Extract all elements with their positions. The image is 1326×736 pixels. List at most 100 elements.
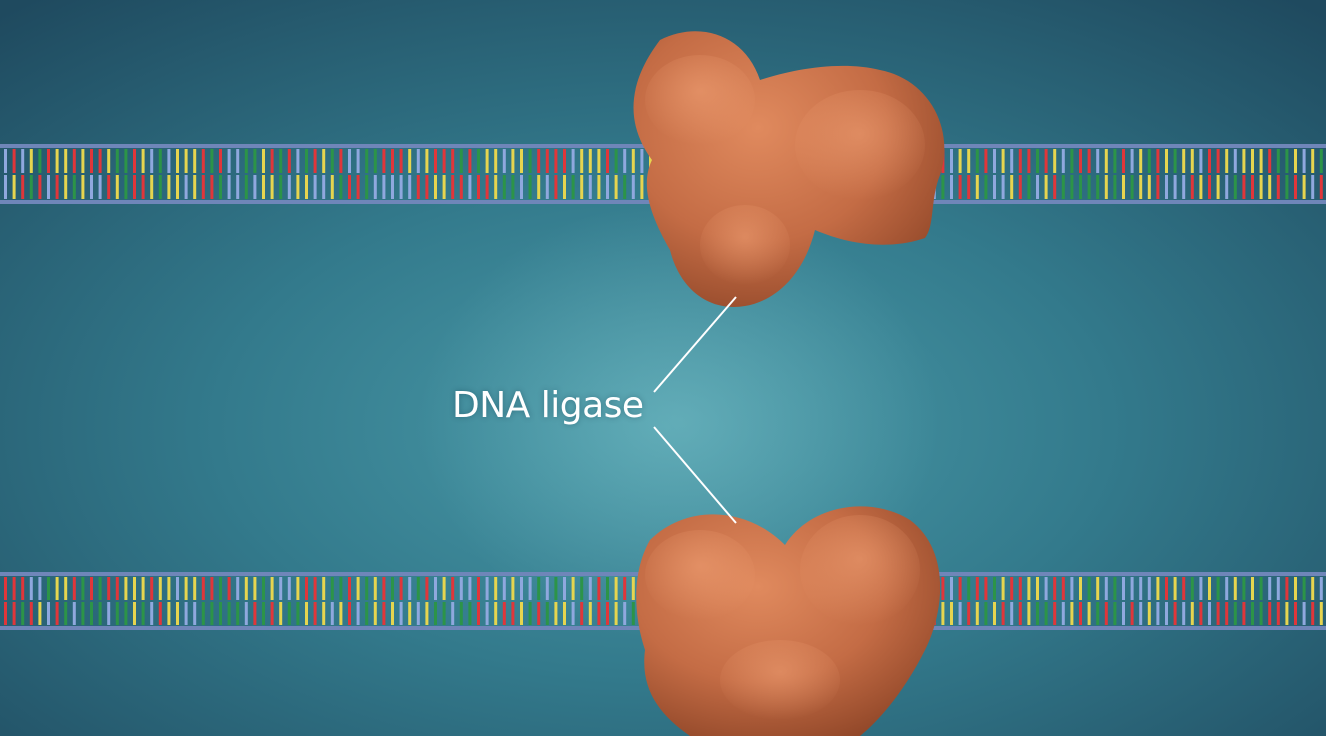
- base-upper: [1079, 149, 1082, 173]
- base-upper: [1319, 149, 1323, 173]
- base-upper: [47, 149, 50, 173]
- base-upper: [1096, 149, 1100, 173]
- base-upper: [12, 149, 16, 173]
- base-lower: [365, 175, 369, 199]
- base-upper: [606, 149, 609, 173]
- base-lower: [571, 175, 575, 199]
- base-lower: [554, 602, 558, 625]
- base-lower: [1199, 602, 1203, 625]
- base-upper: [141, 149, 145, 173]
- base-lower: [253, 175, 257, 199]
- base-lower: [1001, 602, 1005, 625]
- base-lower: [236, 602, 240, 625]
- base-lower: [1294, 602, 1297, 625]
- base-lower: [545, 175, 549, 199]
- base-upper: [98, 149, 102, 173]
- base-lower: [38, 175, 42, 199]
- base-upper: [1147, 577, 1151, 600]
- base-upper: [597, 149, 601, 173]
- base-lower: [399, 602, 403, 625]
- base-lower: [47, 602, 50, 625]
- base-upper: [1190, 149, 1194, 173]
- base-lower: [322, 175, 326, 199]
- base-upper: [1302, 577, 1306, 600]
- base-upper: [1027, 149, 1031, 173]
- base-lower: [244, 175, 248, 199]
- base-upper: [459, 577, 463, 600]
- base-upper: [1233, 149, 1237, 173]
- base-upper: [72, 149, 76, 173]
- base-upper: [167, 577, 171, 600]
- base-lower: [1302, 175, 1306, 199]
- base-lower: [1208, 602, 1211, 625]
- dna-ligase-top-highlight-2: [795, 90, 925, 200]
- base-upper: [975, 149, 979, 173]
- base-upper: [124, 149, 128, 173]
- base-upper: [502, 149, 506, 173]
- base-upper: [571, 149, 575, 173]
- base-lower: [563, 602, 566, 625]
- base-lower: [1302, 602, 1306, 625]
- base-lower: [993, 602, 996, 625]
- base-lower: [90, 602, 93, 625]
- base-upper: [348, 577, 351, 600]
- base-lower: [1070, 175, 1074, 199]
- base-lower: [537, 602, 541, 625]
- dna-ligase-top-highlight-1: [645, 55, 755, 145]
- base-upper: [468, 149, 472, 173]
- base-upper: [1061, 149, 1065, 173]
- base-lower: [115, 175, 119, 199]
- base-upper: [107, 149, 111, 173]
- base-lower: [606, 602, 609, 625]
- base-upper: [90, 149, 93, 173]
- base-lower: [1259, 602, 1263, 625]
- base-upper: [477, 577, 480, 600]
- base-lower: [1087, 602, 1091, 625]
- base-upper: [1182, 577, 1186, 600]
- base-lower: [356, 175, 360, 199]
- base-lower: [623, 602, 627, 625]
- base-upper: [158, 149, 162, 173]
- base-upper: [253, 577, 257, 600]
- base-lower: [1276, 175, 1280, 199]
- base-lower: [184, 602, 188, 625]
- base-upper: [365, 149, 369, 173]
- base-lower: [270, 602, 274, 625]
- base-lower: [227, 175, 231, 199]
- base-upper: [193, 149, 197, 173]
- base-lower: [1096, 175, 1100, 199]
- base-upper: [348, 149, 351, 173]
- dna-ligase-bottom-highlight-2: [800, 515, 920, 625]
- base-lower: [1242, 602, 1246, 625]
- base-upper: [451, 577, 455, 600]
- base-upper: [322, 577, 326, 600]
- base-lower: [81, 175, 85, 199]
- base-upper: [227, 149, 231, 173]
- base-upper: [1285, 577, 1289, 600]
- dna-ligase-label: DNA ligase: [452, 385, 644, 426]
- base-lower: [279, 175, 283, 199]
- base-upper: [1001, 577, 1005, 600]
- base-lower: [502, 602, 506, 625]
- base-upper: [12, 577, 16, 600]
- base-upper: [296, 577, 300, 600]
- base-upper: [511, 149, 515, 173]
- base-upper: [227, 577, 231, 600]
- base-lower: [941, 602, 945, 625]
- base-upper: [958, 149, 962, 173]
- base-lower: [1233, 175, 1237, 199]
- base-lower: [1061, 175, 1065, 199]
- base-upper: [373, 577, 377, 600]
- base-lower: [528, 602, 532, 625]
- base-lower: [468, 175, 472, 199]
- base-lower: [459, 602, 463, 625]
- base-lower: [520, 175, 523, 199]
- base-lower: [1156, 602, 1160, 625]
- base-lower: [494, 175, 498, 199]
- base-lower: [115, 602, 119, 625]
- base-upper: [554, 577, 558, 600]
- base-upper: [1044, 577, 1048, 600]
- base-lower: [1319, 602, 1323, 625]
- base-upper: [1087, 577, 1091, 600]
- base-lower: [1276, 602, 1280, 625]
